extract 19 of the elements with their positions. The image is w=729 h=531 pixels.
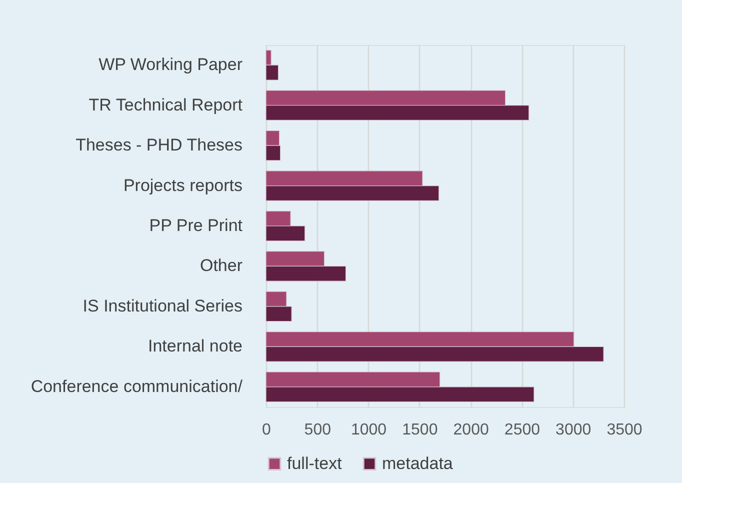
y-tick-label: TR Technical Report — [88, 95, 243, 114]
x-tick-label: 500 — [304, 422, 332, 438]
x-tick-label: 3500 — [606, 422, 642, 438]
legend-label: full-text — [287, 454, 342, 473]
y-tick-label: Other — [200, 256, 243, 276]
legend-label: metadata — [382, 454, 454, 473]
y-tick-label: PP Pre Print — [149, 216, 243, 235]
x-tick-label: 3000 — [556, 422, 592, 438]
x-tick-label: 1500 — [402, 422, 438, 438]
y-tick-label: WP Working Paper — [98, 55, 243, 74]
x-tick-label: 2500 — [504, 422, 540, 438]
y-tick-label: Internal note — [148, 336, 242, 356]
y-tick-label: Projects reports — [123, 176, 242, 195]
y-tick-label: Conference communication/ — [30, 376, 243, 396]
x-tick-label: 1000 — [350, 422, 387, 438]
y-tick-label: IS Institutional Series — [82, 296, 242, 316]
x-tick-label: 2000 — [453, 422, 489, 438]
x-tick-label: 0 — [262, 422, 272, 438]
y-tick-label: Theses - PHD Theses — [76, 136, 242, 155]
